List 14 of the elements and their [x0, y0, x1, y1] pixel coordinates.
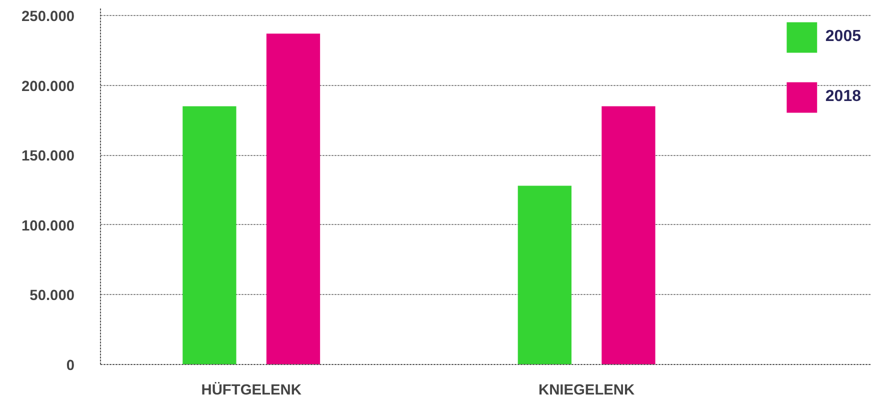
x-tick-label: KNIEGELENK: [538, 382, 636, 398]
bar: [182, 106, 236, 364]
y-tick-label: 50.000: [30, 288, 74, 304]
y-tick-label: 100.000: [22, 218, 75, 234]
legend-label: 2018: [825, 88, 861, 106]
bar: [602, 106, 656, 364]
bar: [518, 186, 572, 364]
bar: [266, 34, 320, 364]
x-tick-label: HÜFTGELENK: [201, 382, 302, 398]
y-tick-label: 0: [66, 358, 75, 374]
y-tick-label: 250.000: [22, 8, 75, 25]
y-tick-label: 150.000: [22, 148, 75, 165]
legend-label: 2005: [825, 28, 861, 46]
y-tick-label: 200.000: [22, 78, 75, 95]
